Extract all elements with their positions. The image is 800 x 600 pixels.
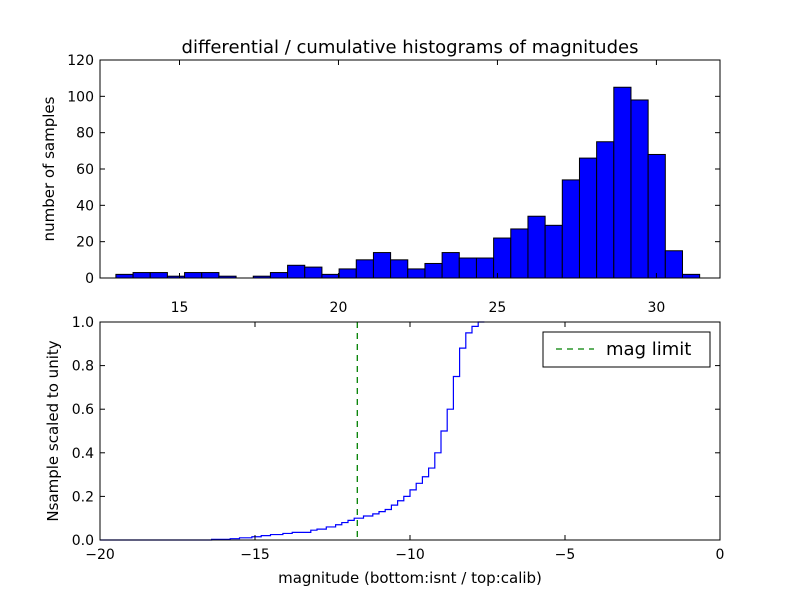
histogram-bar (338, 268, 357, 279)
histogram-bar (458, 257, 477, 279)
top-x-tick-label: 30 (647, 300, 665, 316)
top-x-tick-label: 15 (171, 300, 189, 316)
histogram-bar (630, 99, 649, 279)
histogram-bar (424, 262, 443, 279)
histogram-bar (493, 237, 512, 279)
histogram-bar (407, 268, 426, 279)
top-y-tick-label: 20 (76, 235, 94, 251)
bottom-y-tick-label: 0.8 (72, 359, 94, 375)
histogram-bar (510, 228, 529, 279)
histogram-bar (372, 252, 392, 279)
bottom-x-tick-label: −10 (395, 547, 425, 563)
top-axis-ticks: 0 20 40 60 80 100 120 15 20 25 30 (67, 53, 720, 316)
legend-mag-limit-label: mag limit (606, 339, 691, 360)
bottom-y-tick-label: 0.0 (72, 533, 94, 549)
top-plot-frame (99, 59, 721, 279)
histogram-bar (681, 273, 701, 279)
bottom-y-tick-label: 0.4 (72, 446, 94, 462)
top-y-axis-label: number of samples (40, 96, 58, 241)
top-y-tick-label: 60 (76, 162, 94, 178)
histogram-bar (613, 86, 632, 279)
histogram-bar (132, 272, 151, 279)
histogram-bar (115, 273, 134, 279)
bottom-y-tick-label: 0.2 (72, 489, 94, 505)
histogram-bar (647, 153, 666, 279)
histogram-bar (475, 257, 495, 279)
histogram-bar (201, 272, 220, 279)
histogram-bar (441, 252, 460, 279)
histogram-bar (287, 264, 306, 279)
histogram-bar (664, 250, 683, 279)
histogram-bar (149, 272, 168, 279)
bottom-y-tick-label: 0.6 (72, 402, 94, 418)
bottom-plot-frame (99, 321, 721, 541)
histogram-bar (578, 157, 598, 279)
histogram-bar (269, 272, 289, 279)
differential-histogram-panel: differential / cumulative histograms of … (40, 37, 721, 316)
bottom-y-tick-label: 1.0 (72, 315, 94, 331)
histogram-bar (390, 259, 409, 279)
top-x-tick-label: 20 (330, 300, 348, 316)
top-x-tick-label: 25 (489, 300, 507, 316)
histogram-bar (596, 141, 615, 279)
top-y-tick-label: 120 (67, 53, 94, 69)
histogram-bar (544, 224, 563, 279)
top-y-tick-label: 0 (85, 271, 94, 287)
cumulative-lines (100, 321, 485, 541)
bottom-x-tick-label: −15 (240, 547, 270, 563)
bottom-x-tick-label: −5 (555, 547, 576, 563)
histogram-bar (304, 266, 323, 279)
bottom-axis-ticks: 0.0 0.2 0.4 0.6 0.8 1.0 −20 −15 −10 −5 0 (72, 315, 725, 563)
histogram-bar (561, 179, 580, 279)
chart-title: differential / cumulative histograms of … (182, 37, 639, 58)
top-y-tick-label: 100 (67, 89, 94, 105)
bottom-x-tick-label: −20 (85, 547, 115, 563)
cumulative-step-line (100, 321, 485, 541)
bottom-x-axis-label: magnitude (bottom:isnt / top:calib) (278, 569, 542, 587)
top-y-tick-label: 40 (76, 198, 94, 214)
legend: mag limit (542, 331, 711, 368)
cumulative-histogram-panel: 0.0 0.2 0.4 0.6 0.8 1.0 −20 −15 −10 −5 0 magnitude… (44, 315, 724, 587)
top-y-tick-label: 80 (76, 126, 94, 142)
bottom-y-axis-label: Nsample scaled to unity (44, 340, 62, 521)
histogram-bar (184, 272, 203, 279)
histogram-bar (527, 215, 546, 279)
bottom-x-tick-label: 0 (716, 547, 725, 563)
histogram-bar (321, 273, 340, 279)
histogram-bar (355, 259, 374, 279)
